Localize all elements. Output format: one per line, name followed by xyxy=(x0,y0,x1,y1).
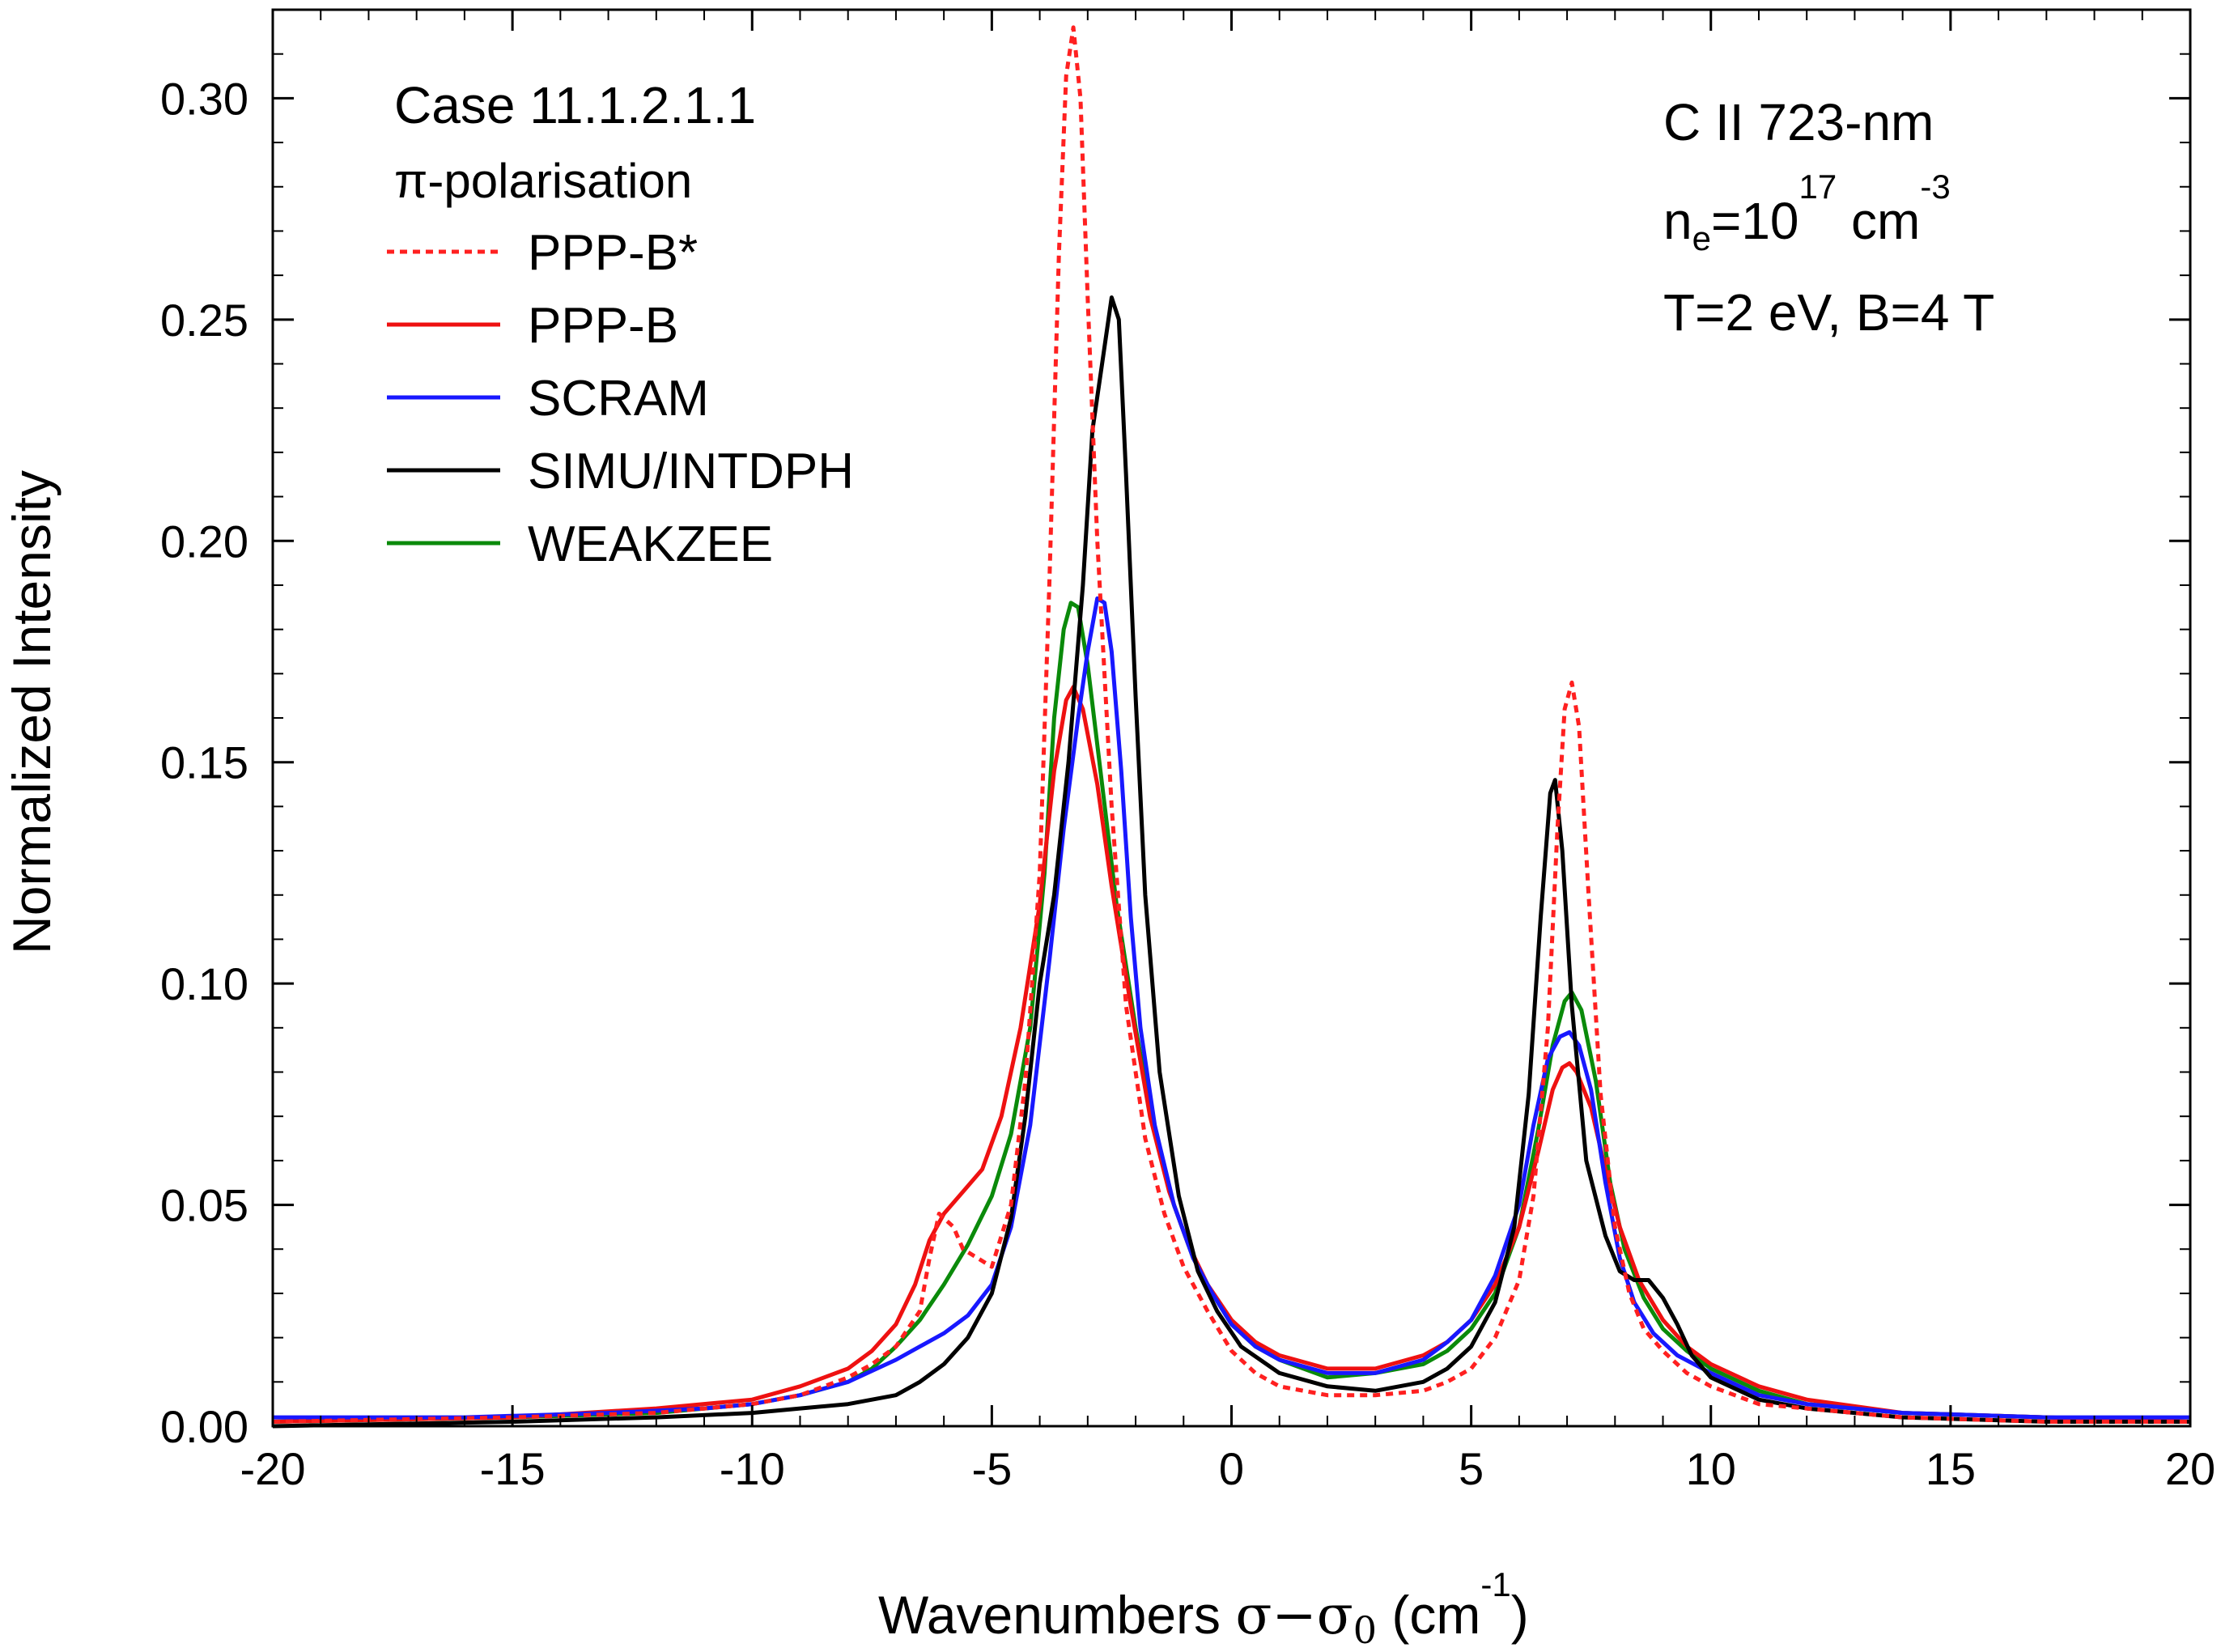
legend-items: PPP-B* PPP-B SCRAM SIMU/INTDPH WEAKZEE xyxy=(387,225,854,572)
y-tick-label: 0.30 xyxy=(160,73,248,124)
legend-label-weakzee: WEAKZEE xyxy=(528,516,773,572)
x-axis-title-superscript: -1 xyxy=(1480,1565,1510,1603)
x-tick-label: 0 xyxy=(1219,1443,1244,1494)
legend: Case 11.1.2.1.1 π-polarisation PPP-B*PPP… xyxy=(387,76,854,572)
x-tick-label: -10 xyxy=(720,1443,785,1494)
ne-mid: =10 xyxy=(1711,192,1799,250)
series-line-scram xyxy=(273,596,2190,1420)
plot-background xyxy=(273,10,2190,1426)
x-tick-label: -15 xyxy=(480,1443,546,1494)
legend-subtitle: π-polarisation xyxy=(394,154,692,208)
x-tick-label: 15 xyxy=(1926,1443,1976,1494)
ne-prefix: n xyxy=(1663,192,1692,250)
series-lines xyxy=(272,25,2191,1429)
y-tick-label: 0.05 xyxy=(160,1180,248,1231)
legend-label-scram: SCRAM xyxy=(528,371,709,427)
x-axis-title-unit: (cm xyxy=(1377,1585,1480,1645)
axes: -20 -15 -10 -5 0 5 10 15 20 0.00 0.05 0.10 0.15 0.20 0… xyxy=(160,8,2215,1494)
condition-annotation: C II 723-nm ne=1017 cm-3 T=2 eV, B=4 T xyxy=(1663,93,1994,342)
x-tick-label: -5 xyxy=(971,1443,1012,1494)
x-tick-label: 20 xyxy=(2165,1443,2215,1494)
x-tick-label: -20 xyxy=(240,1443,306,1494)
y-axis-title: Normalized Intensity xyxy=(2,470,62,954)
legend-label-ppp-b-: PPP-B* xyxy=(528,225,698,281)
x-axis-title-text: Wavenumbers xyxy=(878,1585,1235,1645)
annotation-line-density: ne=1017 cm-3 xyxy=(1663,168,1951,257)
ne-unit-exponent: -3 xyxy=(1920,168,1950,206)
y-tick-label: 0.20 xyxy=(160,516,248,567)
y-tick-label: 0.00 xyxy=(160,1401,248,1452)
series-line-ppp-b- xyxy=(272,25,2190,1424)
y-tick-label: 0.10 xyxy=(160,958,248,1009)
x-axis-title-subscript: 0 xyxy=(1353,1608,1377,1652)
x-axis-title: Wavenumbers σ−σ0 (cm-1) xyxy=(878,1565,1529,1652)
ne-unit: cm xyxy=(1837,192,1920,250)
plot-area xyxy=(273,10,2190,1426)
y-tick-label: 0.15 xyxy=(160,737,248,788)
series-line-simu-intdph xyxy=(272,295,2190,1429)
legend-title: Case 11.1.2.1.1 xyxy=(394,76,756,134)
x-tick-label: 10 xyxy=(1686,1443,1736,1494)
ne-exponent: 17 xyxy=(1799,168,1837,206)
annotation-line-conditions: T=2 eV, B=4 T xyxy=(1663,283,1994,342)
y-tick-label: 0.25 xyxy=(160,295,248,346)
annotation-line-species: C II 723-nm xyxy=(1663,93,1934,151)
x-axis-title-symbol: σ−σ xyxy=(1235,1584,1353,1646)
legend-label-simu-intdph: SIMU/INTDPH xyxy=(528,444,854,499)
x-axis-title-close: ) xyxy=(1511,1585,1529,1645)
legend-label-ppp-b: PPP-B xyxy=(528,298,678,354)
x-tick-label: 5 xyxy=(1459,1443,1484,1494)
ne-subscript: e xyxy=(1692,219,1711,257)
